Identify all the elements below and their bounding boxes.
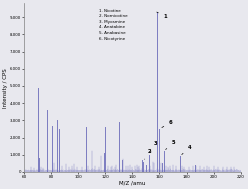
Text: 3: 3 — [150, 141, 158, 152]
Text: 6: 6 — [162, 120, 173, 128]
X-axis label: M/Z /amu: M/Z /amu — [119, 180, 146, 186]
Text: 5: 5 — [166, 140, 175, 149]
Text: 2: 2 — [145, 149, 151, 159]
Y-axis label: Intensity / CPS: Intensity / CPS — [3, 68, 8, 108]
Text: 1. Nicotine
2. Nornicotine
3. Myosmine
4. Anatabine
5. Anabasine
6. Nicotyrine: 1. Nicotine 2. Nornicotine 3. Myosmine 4… — [99, 9, 127, 41]
Text: 1: 1 — [157, 12, 167, 19]
Text: 4: 4 — [182, 145, 191, 155]
